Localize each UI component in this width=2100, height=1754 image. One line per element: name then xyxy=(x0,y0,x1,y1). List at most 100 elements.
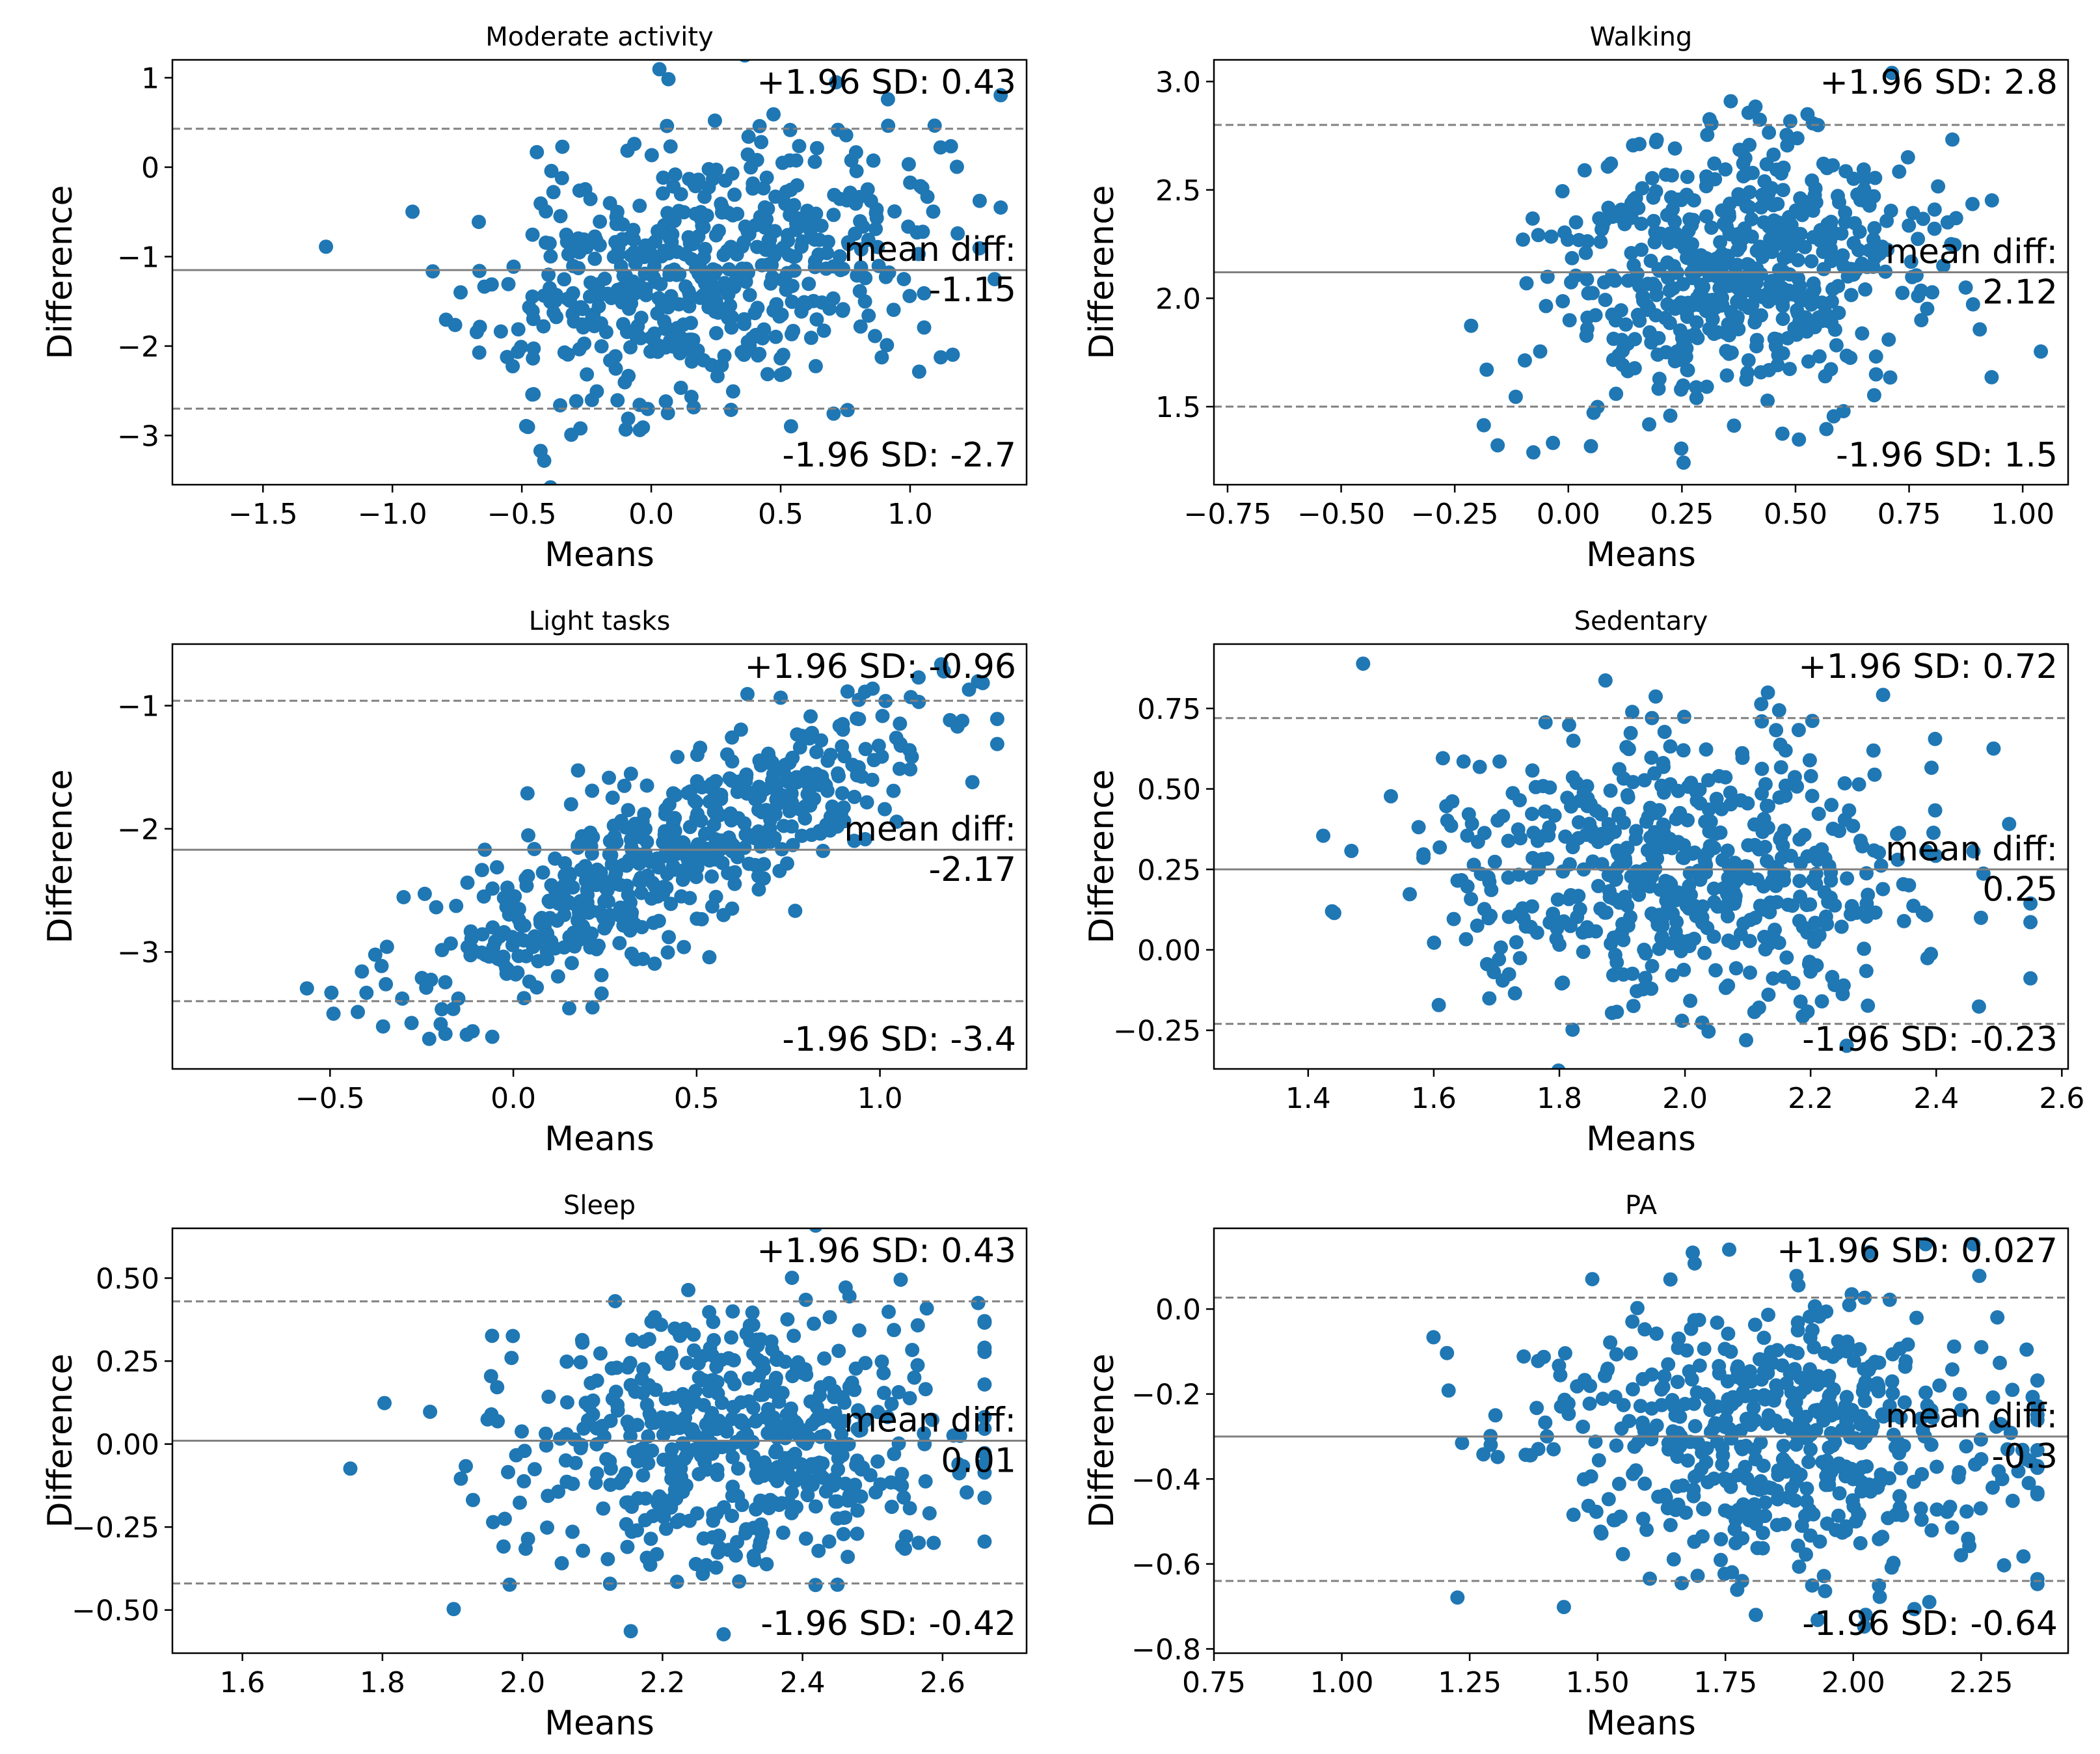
data-point xyxy=(661,246,676,261)
data-point xyxy=(1623,1346,1638,1361)
data-point xyxy=(696,1531,711,1546)
data-point xyxy=(1686,1245,1700,1260)
data-point xyxy=(1806,1507,1821,1522)
data-point xyxy=(889,731,904,746)
data-point xyxy=(1818,909,1833,924)
data-point xyxy=(768,1370,783,1385)
data-point xyxy=(868,221,883,236)
data-point xyxy=(1762,362,1777,377)
data-point xyxy=(1838,1519,1853,1534)
data-point xyxy=(1761,187,1776,202)
data-point xyxy=(1951,1470,1966,1485)
data-point xyxy=(662,930,676,945)
data-point xyxy=(697,189,712,204)
data-point xyxy=(1868,905,1883,920)
data-point xyxy=(1576,1420,1591,1434)
data-point xyxy=(1959,1504,1974,1519)
data-point xyxy=(965,775,980,790)
data-point xyxy=(734,1395,748,1410)
data-point xyxy=(1581,286,1596,301)
data-point xyxy=(831,1343,846,1358)
data-point xyxy=(852,284,867,299)
data-point xyxy=(1552,1358,1567,1373)
data-point xyxy=(1972,322,1987,337)
data-point xyxy=(351,1005,365,1019)
data-point xyxy=(1779,128,1794,142)
data-point xyxy=(777,366,792,381)
data-point xyxy=(466,1492,480,1507)
data-point xyxy=(424,973,438,987)
data-point xyxy=(1714,1552,1728,1567)
data-point xyxy=(600,914,615,929)
data-point xyxy=(1947,237,1962,252)
y-axis-label: Difference xyxy=(1083,769,1122,943)
lower-loa-label: -1.96 SD: -2.7 xyxy=(782,436,1016,475)
data-point xyxy=(1659,345,1674,360)
data-point xyxy=(1754,200,1769,215)
data-point xyxy=(818,261,833,276)
data-point xyxy=(893,1273,908,1287)
data-point xyxy=(1775,838,1790,853)
data-point xyxy=(1727,856,1742,870)
data-point xyxy=(582,289,597,304)
y-tick-label: 0 xyxy=(141,152,159,185)
data-point xyxy=(1831,1508,1846,1523)
data-point xyxy=(525,227,540,242)
data-point xyxy=(826,208,841,223)
data-point xyxy=(1824,798,1839,813)
data-point xyxy=(731,1461,746,1476)
data-point xyxy=(826,406,841,421)
data-point xyxy=(1851,777,1866,792)
data-point xyxy=(527,1462,542,1477)
data-point xyxy=(805,725,820,740)
data-point xyxy=(530,980,545,995)
data-point xyxy=(921,0,936,6)
data-point xyxy=(788,1446,803,1461)
data-point xyxy=(707,1332,721,1347)
data-point xyxy=(1628,332,1642,347)
data-point xyxy=(831,122,846,137)
data-point xyxy=(730,206,745,221)
data-point xyxy=(727,865,742,880)
data-point xyxy=(542,236,557,251)
data-point xyxy=(543,480,558,485)
data-point xyxy=(1450,1590,1465,1605)
data-point xyxy=(610,1403,625,1418)
data-point xyxy=(1440,813,1455,828)
data-point xyxy=(1930,1502,1945,1517)
data-point xyxy=(505,1329,520,1343)
data-point xyxy=(742,1371,757,1386)
x-tick-label: 1.75 xyxy=(1693,1666,1757,1699)
data-point xyxy=(1647,1678,1661,1692)
data-point xyxy=(1879,213,1894,228)
data-point xyxy=(1775,280,1790,295)
data-point xyxy=(977,1314,992,1329)
y-tick-label: −0.8 xyxy=(1131,1633,1201,1666)
data-point xyxy=(1925,1410,1940,1425)
data-point xyxy=(608,866,623,881)
data-point xyxy=(435,1002,450,1017)
data-point xyxy=(770,1353,784,1368)
data-point xyxy=(785,837,800,852)
x-tick-label: 2.4 xyxy=(780,1666,826,1699)
data-point xyxy=(526,341,541,356)
data-point xyxy=(1746,1400,1761,1415)
data-point xyxy=(1570,910,1585,924)
data-point xyxy=(783,122,798,137)
data-point xyxy=(634,1371,649,1386)
data-point xyxy=(641,1332,656,1347)
data-point xyxy=(453,285,468,300)
data-point xyxy=(1755,761,1770,776)
data-point xyxy=(541,267,556,282)
data-point xyxy=(1676,962,1691,977)
upper-loa-label: +1.96 SD: -0.96 xyxy=(744,647,1016,686)
data-point xyxy=(1893,1410,1908,1425)
data-point xyxy=(847,833,862,848)
scatter-points xyxy=(1426,1237,2045,1692)
data-point xyxy=(1571,831,1586,846)
data-point xyxy=(792,740,807,755)
data-point xyxy=(1608,947,1622,962)
data-point xyxy=(1708,963,1723,978)
data-point xyxy=(1792,913,1807,928)
data-point xyxy=(820,246,835,260)
